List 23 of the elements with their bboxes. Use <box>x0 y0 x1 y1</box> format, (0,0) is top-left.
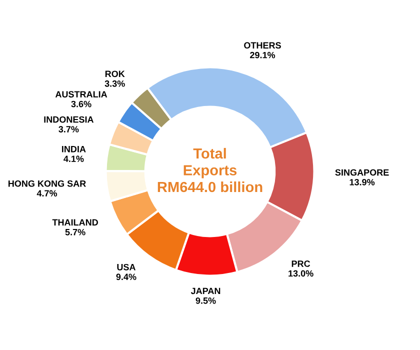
slice-label: AUSTRALIA <box>55 91 108 98</box>
data-label: 13.0% <box>288 270 314 277</box>
slice-label: JAPAN <box>190 288 220 294</box>
data-label: 29.1% <box>250 52 276 58</box>
slice-label: INDONESIA <box>44 116 94 123</box>
slice-label: ROK <box>105 70 125 78</box>
data-label: 5.7% <box>65 228 86 236</box>
data-label: 4.7% <box>36 190 58 196</box>
slice-label: INDIA <box>62 146 86 152</box>
slice-label: HONG KONG SAR <box>8 180 86 187</box>
slice-label: PRC <box>292 260 310 267</box>
slice-label: SINGAPORE <box>335 169 389 176</box>
data-label: 3.6% <box>71 100 92 108</box>
data-label: 3.3% <box>104 80 125 87</box>
data-label: 3.7% <box>58 126 79 132</box>
slice-label: OTHERS <box>244 42 281 49</box>
data-label: 13.9% <box>350 178 375 186</box>
text: Total Exports RM644.0 billion <box>158 148 262 192</box>
slice-label: USA <box>117 264 136 270</box>
data-label: 9.4% <box>116 274 136 280</box>
data-label: 4.1% <box>64 156 84 162</box>
data-label: 9.5% <box>196 297 216 304</box>
slice-label: THAILAND <box>52 219 98 226</box>
